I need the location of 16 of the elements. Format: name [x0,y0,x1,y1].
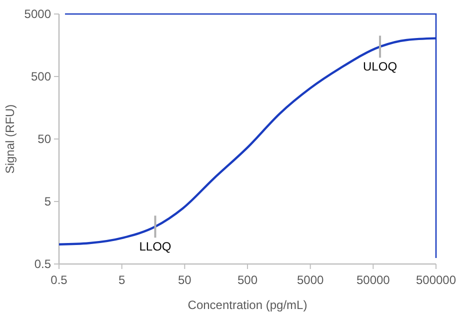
x-tick-label: 0.5 [50,273,68,287]
y-tick-label: 5 [44,194,52,209]
x-tick-label: 500 [237,273,258,287]
y-axis-title: Signal (RFU) [3,104,17,174]
x-tick-label: 5 [118,273,126,287]
y-tick-label: 50 [38,132,52,146]
x-axis-title: Concentration (pg/mL) [188,298,308,312]
x-tick-label: 500000 [416,273,456,287]
x-tick-label: 50 [178,273,192,287]
x-tick-label: 5000 [296,273,324,287]
annotation: LLOQ [139,240,172,254]
y-tick-label: 500 [30,70,52,84]
y-tick-label: 5000 [24,7,52,22]
annotation: ULOQ [363,60,398,74]
y-tick-label: 0.5 [34,257,52,272]
x-tick-label: 50000 [356,273,390,287]
